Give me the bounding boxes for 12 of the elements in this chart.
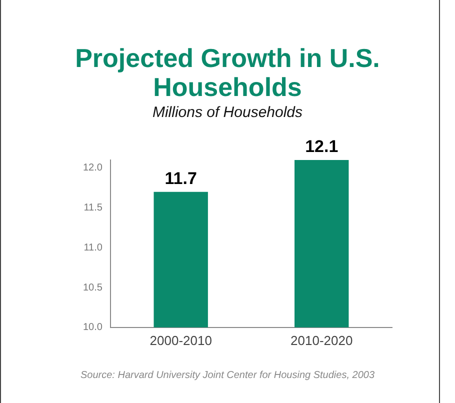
- chart-subtitle: Millions of Households: [151, 104, 304, 121]
- source-note: Source: Harvard University Joint Center for Housing Studies, 2003: [79, 370, 376, 381]
- x-tick-label: 2000-2010: [150, 332, 212, 348]
- y-tick-label: 10.5: [82, 282, 103, 294]
- y-tick-label: 10.0: [82, 322, 103, 334]
- y-tick-label: 11.0: [84, 242, 103, 254]
- data-label: 12.1: [305, 137, 338, 156]
- y-tick-label: 11.5: [84, 202, 103, 214]
- chart-title: Projected Growth in U.S. Households: [74, 43, 381, 102]
- data-label: 11.7: [164, 169, 197, 188]
- x-tick-label: 2010-2020: [290, 332, 353, 348]
- y-tick-label: 12.0: [82, 162, 103, 174]
